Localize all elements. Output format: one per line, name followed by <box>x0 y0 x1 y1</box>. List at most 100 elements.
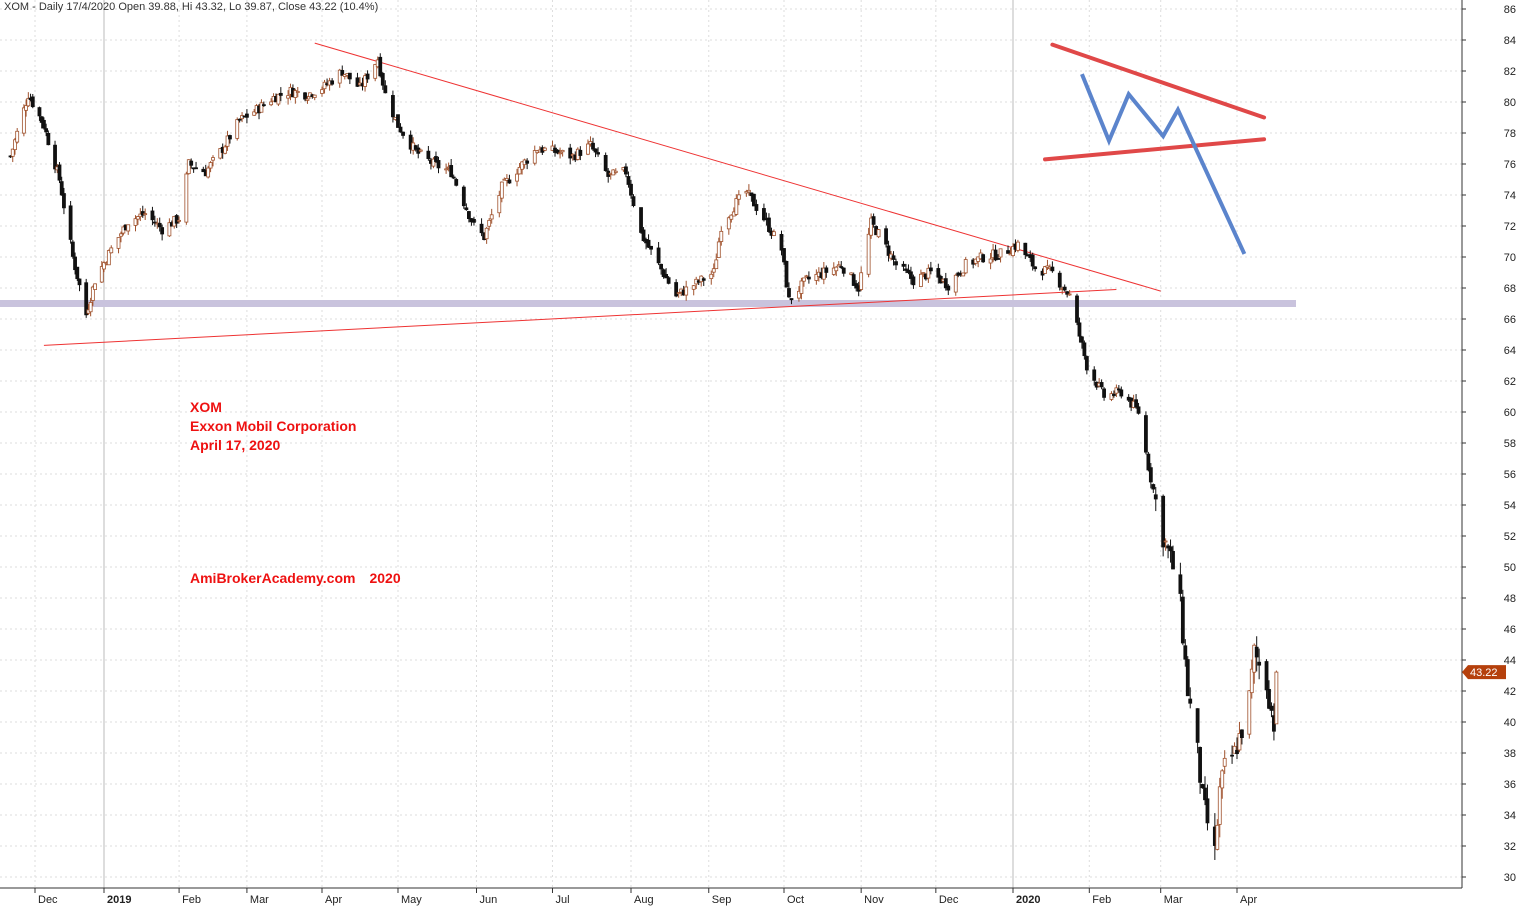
candle-body <box>797 290 801 299</box>
candle-body <box>1178 574 1183 594</box>
candle-body <box>901 263 906 267</box>
candle-body <box>1148 467 1153 483</box>
candle-body <box>876 229 881 238</box>
candle-body <box>656 247 661 264</box>
candle-body <box>75 266 80 280</box>
candle-body <box>784 260 789 288</box>
candle-body <box>799 280 804 294</box>
candle-body <box>269 101 274 106</box>
candle-body <box>649 245 653 250</box>
pattern-blue-zigzag <box>1080 73 1247 255</box>
candle-body <box>177 219 181 222</box>
x-tick-label: Jun <box>480 894 498 906</box>
candle-body <box>1134 399 1138 408</box>
candle-body <box>1109 393 1114 400</box>
candle-body <box>1230 754 1234 757</box>
candle-body <box>568 147 573 159</box>
y-tick-label: 52 <box>1504 531 1516 543</box>
candle-body <box>691 285 696 290</box>
y-tick-label: 84 <box>1504 35 1516 47</box>
candle-body <box>921 272 926 275</box>
candle-body <box>1240 729 1244 738</box>
candle-body <box>629 183 633 196</box>
x-tick-label: Mar <box>1164 894 1183 906</box>
candle-body <box>963 259 968 274</box>
candle-body <box>684 286 689 296</box>
candle-body <box>37 107 42 117</box>
candle-body <box>189 160 194 166</box>
candle-body <box>461 186 466 207</box>
candle-body <box>1136 406 1141 414</box>
candle-body <box>206 167 211 178</box>
candle-body <box>408 134 413 150</box>
candle-body <box>849 272 854 275</box>
candle-body <box>767 217 771 232</box>
candle-body <box>136 216 140 220</box>
candle-body <box>245 113 249 118</box>
candle-body <box>1092 369 1097 381</box>
candle-body <box>106 250 111 266</box>
x-tick-label: Mar <box>250 894 269 906</box>
candle-body <box>588 141 593 145</box>
y-tick-label: 68 <box>1504 283 1516 295</box>
last-candle-body <box>1274 671 1279 725</box>
candle-body <box>228 135 232 140</box>
x-tick-label: 2019 <box>107 894 131 906</box>
candle-body <box>1057 272 1062 288</box>
y-tick-label: 74 <box>1504 190 1516 202</box>
y-tick-label: 72 <box>1504 221 1516 233</box>
y-tick-label: 56 <box>1504 469 1516 481</box>
candle-body <box>806 276 811 280</box>
candle-body <box>754 204 759 211</box>
candle-body <box>1163 540 1168 543</box>
candle-body <box>586 143 590 155</box>
candle-body <box>218 148 223 159</box>
candle-body <box>499 181 504 199</box>
pattern-red-line <box>1050 42 1267 120</box>
candle-body <box>21 107 26 134</box>
candle-body <box>558 152 562 155</box>
candle-body <box>293 90 298 98</box>
candle-body <box>157 222 162 228</box>
candle-body <box>736 194 741 200</box>
candle-body <box>911 276 916 286</box>
annotation-symbol: XOM <box>190 399 222 415</box>
candle-body <box>13 139 17 150</box>
y-tick-label: 32 <box>1504 841 1516 853</box>
candle-body <box>603 155 608 172</box>
candle-body <box>1220 770 1225 789</box>
candle-body <box>841 267 846 274</box>
candle-body <box>869 217 874 236</box>
y-tick-label: 86 <box>1504 4 1516 16</box>
x-tick-label: Apr <box>325 894 342 906</box>
candle-body <box>44 128 49 133</box>
candle-body <box>976 256 981 262</box>
candle-body <box>1067 293 1072 296</box>
candle-body <box>426 150 431 159</box>
candle-body <box>454 179 459 186</box>
candle-body <box>401 131 405 136</box>
candle-body <box>373 64 378 79</box>
candle-body <box>378 56 383 77</box>
candle-body <box>1112 393 1116 396</box>
candle-body <box>532 150 537 164</box>
x-tick-label: Apr <box>1240 894 1257 906</box>
candle-body <box>383 85 388 94</box>
candle-body <box>525 160 530 164</box>
candle-body <box>15 130 20 143</box>
candle-body <box>866 233 871 275</box>
candle-body <box>489 214 494 220</box>
candle-body <box>150 210 155 221</box>
y-tick-label: 44 <box>1504 655 1516 667</box>
candle-body <box>68 205 73 240</box>
candle-body <box>859 272 864 290</box>
candle-body <box>152 221 157 224</box>
candle-body <box>998 248 1003 258</box>
candle-body <box>904 268 908 271</box>
candle-body <box>701 278 706 281</box>
candle-body <box>1183 645 1188 660</box>
candle-body <box>734 198 739 215</box>
x-tick-label: Sep <box>712 894 732 906</box>
candle-body <box>926 267 931 279</box>
